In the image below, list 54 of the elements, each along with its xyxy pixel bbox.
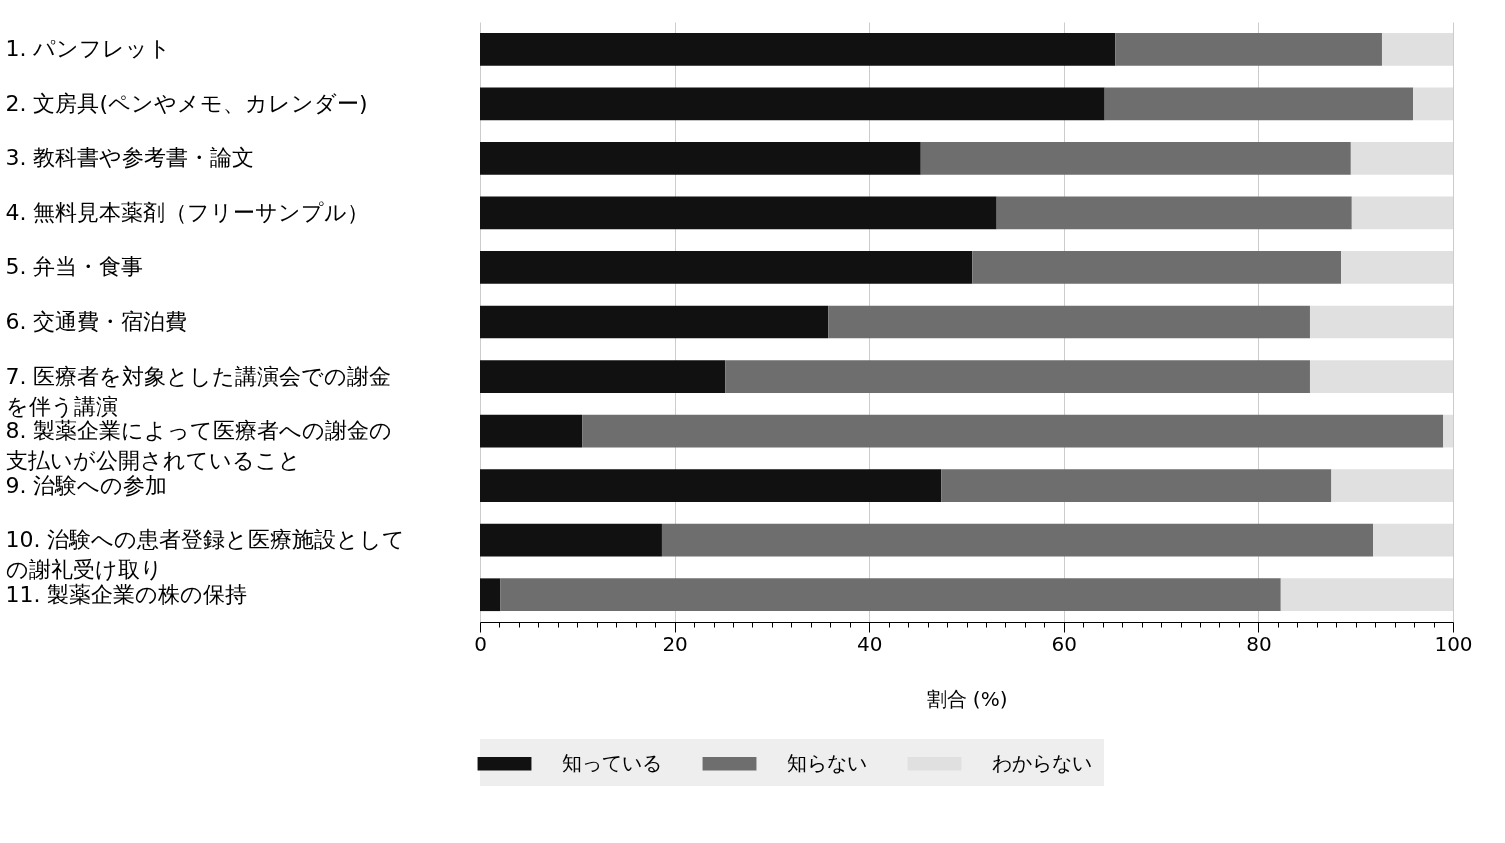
- x-tick-label: 0: [474, 631, 487, 656]
- bar: [828, 305, 1310, 339]
- bar: [1115, 32, 1382, 66]
- y-tick-label: 8. 製薬企業によって医療者への謝金の支払いが公開されていること: [5, 418, 393, 474]
- x-axis-title: 割合 (%): [926, 686, 1008, 711]
- y-tick-label: 7. 医療者を対象とした講演会での謝金を伴う講演: [5, 363, 392, 419]
- bar: [996, 196, 1352, 230]
- bar: [480, 196, 997, 230]
- bar: [972, 251, 1342, 284]
- bar: [480, 360, 726, 393]
- x-tick-label: 80: [1246, 631, 1272, 656]
- x-tick-label: 60: [1051, 631, 1078, 656]
- bar: [941, 469, 1332, 502]
- bar: [1413, 87, 1453, 121]
- bar: [1381, 32, 1453, 66]
- y-tick-label: 5. 弁当・食事: [5, 254, 144, 280]
- bar: [480, 251, 973, 284]
- bar: [480, 142, 921, 175]
- bar: [725, 360, 1310, 393]
- bar: [582, 414, 1444, 448]
- bar: [480, 32, 1116, 66]
- x-tick-label: 100: [1434, 631, 1473, 656]
- y-tick-label: 11. 製薬企業の株の保持: [5, 581, 248, 607]
- bar: [1309, 360, 1453, 393]
- y-tick-label: 1. パンフレット: [5, 36, 172, 62]
- y-tick-label: 9. 治験への参加: [5, 472, 168, 498]
- bar: [480, 523, 662, 557]
- bar: [1443, 414, 1453, 448]
- y-tick-label: 6. 交通費・宿泊費: [5, 309, 188, 334]
- legend-label: わからない: [992, 750, 1092, 775]
- y-tick-label: 2. 文房具(ペンやメモ、カレンダー): [5, 90, 368, 116]
- bar: [1373, 523, 1453, 557]
- legend-label: 知らない: [787, 750, 867, 775]
- y-tick-label: 10. 治験への患者登録と医療施設としての謝礼受け取り: [5, 527, 406, 583]
- legend-label: 知っている: [562, 750, 662, 775]
- bar: [480, 578, 501, 612]
- bar: [1104, 87, 1414, 121]
- x-tick-label: 20: [662, 631, 688, 656]
- x-tick-label: 40: [856, 631, 883, 656]
- bar: [1309, 305, 1453, 339]
- bar: [480, 414, 583, 448]
- bar: [920, 142, 1351, 175]
- bar: [1341, 251, 1453, 284]
- bar: [1350, 142, 1453, 175]
- bar: [1331, 469, 1453, 502]
- bar: [480, 305, 829, 339]
- bar: [1351, 196, 1453, 230]
- y-tick-label: 4. 無料見本薬剤（フリーサンプル）: [5, 199, 370, 225]
- bar: [480, 87, 1105, 121]
- bar: [661, 523, 1374, 557]
- bar: [1280, 578, 1453, 612]
- y-tick-label: 3. 教科書や参考書・論文: [5, 145, 255, 171]
- bar: [500, 578, 1281, 612]
- bar: [480, 469, 942, 502]
